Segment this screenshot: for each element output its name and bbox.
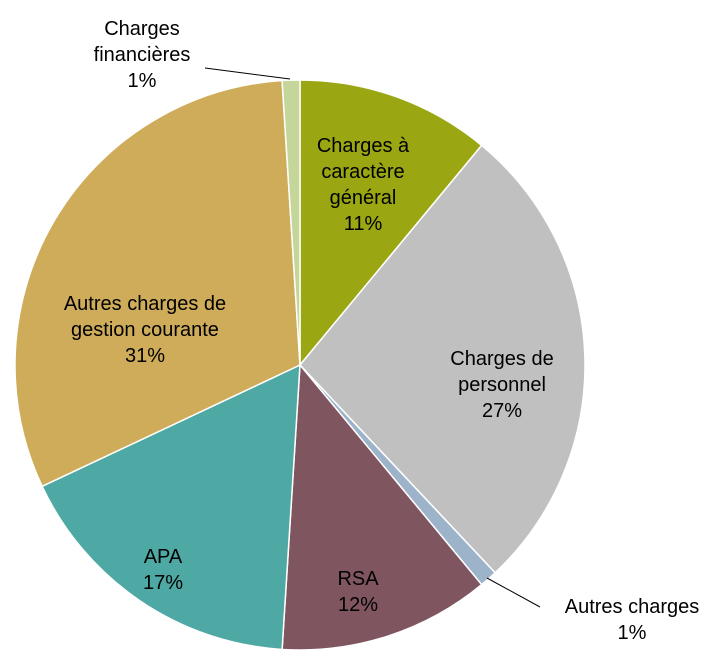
slice-value: 11% [343,213,383,235]
pie-slice [281,363,483,651]
slice-label: RSA 12% [298,566,418,618]
slice-value: 17% [142,572,184,594]
slice-value: 27% [481,400,523,422]
slice-name: Charges à caractère général [316,135,410,209]
pie-slice [14,79,301,488]
pie-slice [299,144,586,574]
slice-value: 31% [124,345,166,367]
slice-name: APA [143,546,183,568]
leader-line [486,577,541,608]
slice-value: 12% [337,594,379,616]
slice-name: Charges de personnel [450,348,554,396]
leader-line [204,67,291,80]
slice-value: 1% [127,70,157,92]
slice-label: Autres charges de gestion courante 31% [40,291,250,369]
slice-name: Autres charges de gestion courante [63,293,227,341]
slice-name: Autres charges [564,596,700,618]
slice-label: Charges de personnel 27% [437,346,567,424]
slice-label: Autres charges 1% [532,594,725,646]
slice-name: Charges financières [93,18,191,66]
pie-slice [299,79,483,368]
pie-slice [281,79,301,366]
slice-name: RSA [337,568,379,590]
slice-label: Charges financières 1% [87,16,197,94]
slice-value: 1% [617,622,647,644]
slice-label: Charges à caractère général 11% [298,133,428,237]
pie-slice [41,363,301,651]
slice-label: APA 17% [103,544,223,596]
